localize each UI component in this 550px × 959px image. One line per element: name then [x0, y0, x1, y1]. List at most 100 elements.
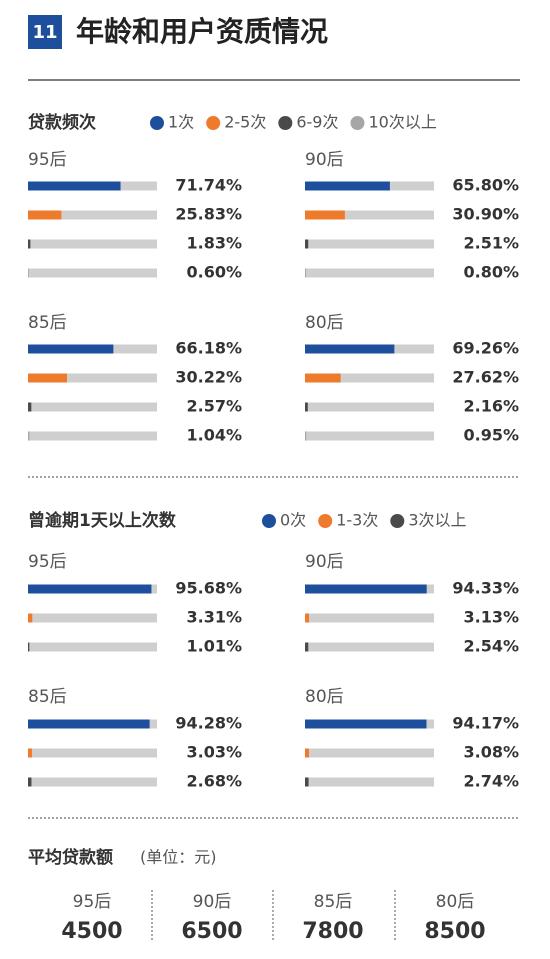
item-label: 85后: [314, 892, 353, 912]
value-label: 1.04%: [186, 426, 242, 445]
item-label: 95后: [73, 892, 112, 912]
badge: [28, 15, 62, 49]
legend-dot: [278, 116, 293, 130]
bar-track: [28, 748, 157, 758]
value-label: 3.08%: [463, 743, 519, 762]
bar-track: [28, 373, 157, 383]
bar: [305, 748, 309, 758]
bar: [28, 210, 62, 220]
bar: [305, 239, 309, 249]
legend-label: 6-9次: [296, 113, 338, 132]
bar: [28, 613, 33, 623]
legend-dot: [150, 116, 164, 130]
value-label: 94.17%: [452, 714, 519, 733]
legend-label: 0次: [280, 511, 306, 530]
bar-track: [305, 642, 434, 652]
bar: [305, 344, 395, 354]
value-label: 2.57%: [186, 397, 242, 416]
bar-track: [305, 268, 434, 278]
bar: [305, 613, 310, 623]
bar-track: [28, 642, 157, 652]
bar: [28, 431, 30, 441]
value-label: 2.51%: [463, 234, 519, 253]
bar: [305, 268, 307, 278]
bar-track: [28, 777, 157, 787]
bar: [305, 719, 427, 729]
bar-track: [28, 268, 157, 278]
panel-label: 95后: [28, 150, 67, 170]
bar: [305, 181, 390, 191]
item-value: 8500: [424, 919, 485, 944]
panel-label: 90后: [305, 552, 344, 572]
bar-track: [305, 748, 434, 758]
value-label: 2.74%: [463, 772, 519, 791]
legend-label: 2-5次: [224, 113, 266, 132]
legend-dot: [390, 514, 405, 528]
value-label: 1.83%: [186, 234, 242, 253]
bar-track: [28, 210, 157, 220]
bar: [28, 402, 32, 412]
value-label: 2.68%: [186, 772, 242, 791]
unit-label: (单位：元): [140, 848, 217, 867]
value-label: 1.01%: [186, 637, 242, 656]
value-label: 3.13%: [463, 608, 519, 627]
bar: [305, 642, 309, 652]
bar: [28, 181, 121, 191]
panel-label: 95后: [28, 552, 67, 572]
value-label: 94.28%: [175, 714, 242, 733]
bar: [28, 344, 114, 354]
panel-label: 85后: [28, 687, 67, 707]
value-label: 3.03%: [186, 743, 242, 762]
bar-track: [305, 373, 434, 383]
legend-dot: [350, 116, 365, 130]
bar-track: [305, 613, 434, 623]
legend-label: 1次: [168, 113, 194, 132]
bar: [28, 268, 29, 278]
bar-track: [28, 402, 157, 412]
bar: [28, 748, 32, 758]
item-value: 4500: [61, 919, 122, 944]
bar: [28, 777, 32, 787]
panel-label: 85后: [28, 313, 67, 333]
legend-label: 10次以上: [368, 113, 436, 132]
bar-track: [305, 777, 434, 787]
legend-dot: [262, 514, 276, 528]
value-label: 94.33%: [452, 579, 519, 598]
bar: [305, 210, 345, 220]
section-title: 曾逾期1天以上次数: [28, 510, 177, 531]
value-label: 2.54%: [463, 637, 519, 656]
item-label: 80后: [436, 892, 475, 912]
value-label: 27.62%: [452, 368, 519, 387]
badge-number: 11: [32, 22, 57, 43]
bar: [28, 239, 31, 249]
item-value: 6500: [181, 919, 242, 944]
bar-track: [28, 431, 157, 441]
legend-dot: [206, 116, 221, 130]
bar: [305, 402, 308, 412]
panel-label: 80后: [305, 313, 344, 333]
value-label: 65.80%: [452, 176, 519, 195]
bar-track: [28, 239, 157, 249]
bar-track: [305, 431, 434, 441]
value-label: 25.83%: [175, 205, 242, 224]
panel-label: 90后: [305, 150, 344, 170]
item-label: 90后: [193, 892, 232, 912]
value-label: 30.90%: [452, 205, 519, 224]
bar: [305, 431, 307, 441]
value-label: 3.31%: [186, 608, 242, 627]
value-label: 95.68%: [175, 579, 242, 598]
bar-track: [305, 402, 434, 412]
value-label: 0.95%: [463, 426, 519, 445]
bar-track: [305, 210, 434, 220]
bar: [305, 373, 341, 383]
legend-label: 1-3次: [336, 511, 378, 530]
value-label: 2.16%: [463, 397, 519, 416]
value-label: 0.80%: [463, 263, 519, 282]
bar: [28, 642, 30, 652]
value-label: 66.18%: [175, 339, 242, 358]
bar-track: [28, 613, 157, 623]
item-value: 7800: [302, 919, 363, 944]
bar-track: [305, 239, 434, 249]
bar: [28, 373, 67, 383]
